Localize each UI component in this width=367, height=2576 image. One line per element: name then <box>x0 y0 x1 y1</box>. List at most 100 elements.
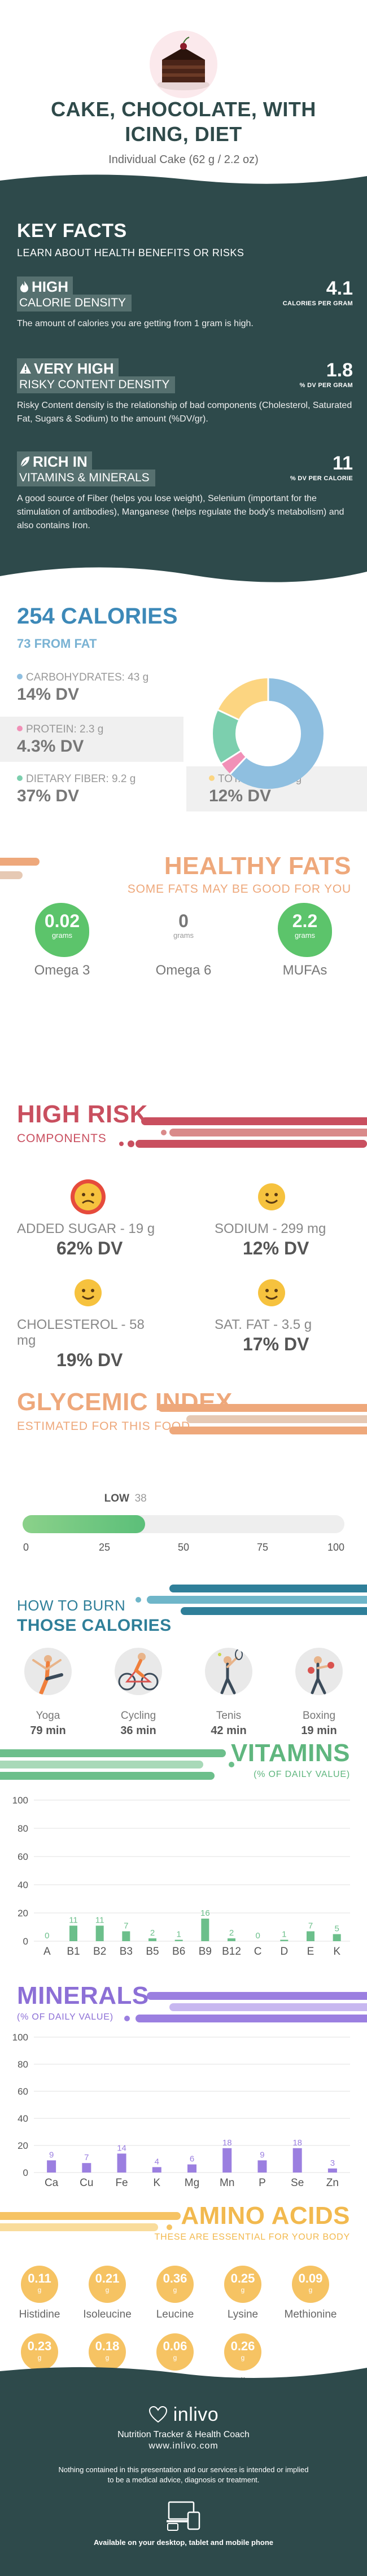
calories-title: 254 CALORIES <box>17 604 178 629</box>
glycemic-subtitle: ESTIMATED FOR THIS FOOD <box>17 1420 190 1433</box>
risk-label: CHOLESTEROL - 58 mg <box>17 1317 145 1348</box>
header: CAKE, CHOCOLATE, WITH ICING, DIET Indivi… <box>0 0 367 169</box>
bar-Se <box>292 2148 302 2173</box>
glycemic-bar-fill <box>23 1515 145 1533</box>
amino-acid-value: 0.18 <box>95 2339 120 2353</box>
amino-acid-value: 0.25 <box>230 2271 255 2285</box>
fiber-dot <box>17 775 23 781</box>
x-tick-label: B12 <box>222 1946 241 1958</box>
activity-name: Tenis <box>216 1710 242 1722</box>
x-tick-label: B6 <box>172 1946 185 1958</box>
risk-label: SAT. FAT - 3.5 g <box>215 1317 312 1332</box>
key-facts-title: KEY FACTS <box>17 220 127 242</box>
fire-icon <box>20 281 28 292</box>
amino-acid-value: 0.21 <box>95 2271 120 2285</box>
brand-logo[interactable]: inlivo <box>0 2404 367 2426</box>
activity-minutes: 79 min <box>30 1724 66 1737</box>
glycemic-level: LOW <box>104 1493 129 1504</box>
amino-acid-value: 0.09 <box>298 2271 323 2285</box>
donut-separator <box>221 750 241 764</box>
risk-dv: 62% DV <box>56 1238 123 1258</box>
donut-slice-fiber <box>213 678 324 789</box>
y-tick-label: 0 <box>23 2167 28 2178</box>
brand-url[interactable]: www.inlivo.com <box>148 2441 219 2451</box>
high-risk-section: HIGH RISK COMPONENTS ADDED SUGAR - 19 g … <box>0 1100 367 1388</box>
vitamins-bar-chart: 0 20 40 60 80 100 0 A 11 B1 11 B2 7 B3 2 B5 1 B6 16 B9 2 B12 0… <box>12 1795 350 1958</box>
bar-value-label: 5 <box>334 1924 339 1934</box>
decorative-pills <box>124 1992 367 2022</box>
bar-value-label: 9 <box>49 2150 54 2160</box>
key-facts-section: KEY FACTS LEARN ABOUT HEALTH BENEFITS OR… <box>0 174 367 593</box>
amino-acid-name: Isoleucine <box>83 2309 132 2320</box>
fat-omega-3: 0.02 grams Omega 3 <box>25 903 99 978</box>
bar-Mg <box>187 2164 196 2173</box>
activity-boxing: Boxing 19 min <box>282 1648 356 1737</box>
amino-acid-value: 0.06 <box>163 2339 187 2353</box>
risk-label: ADDED SUGAR - 19 g <box>17 1221 155 1236</box>
bar-value-label: 16 <box>200 1908 210 1918</box>
bar-Fe <box>117 2153 126 2173</box>
wave-divider <box>0 567 367 593</box>
fact-description: The amount of calories you are getting f… <box>17 319 254 328</box>
y-tick-label: 0 <box>23 1936 28 1947</box>
amino-acids-title: AMINO ACIDS <box>181 2202 350 2230</box>
bar-value-label: 11 <box>69 1916 78 1925</box>
nutrient-label: DIETARY FIBER: 9.2 g <box>26 773 136 785</box>
tennis-icon <box>205 1648 252 1695</box>
x-tick-label: P <box>259 2177 266 2189</box>
x-tick-label: B9 <box>199 1946 212 1958</box>
bar-B5 <box>148 1938 156 1941</box>
amino-acid-name: Leucine <box>156 2309 194 2320</box>
x-tick-label: Zn <box>326 2177 339 2189</box>
fat-mufas: 2.2 grams MUFAs <box>268 903 342 978</box>
page-title: CAKE, CHOCOLATE, WITH ICING, DIET <box>0 97 367 147</box>
bar-Mn <box>222 2148 232 2173</box>
donut-separator <box>229 757 247 775</box>
fact-calorie-density: HIGH CALORIE DENSITY 4.1 CALORIES PER GR… <box>17 277 353 331</box>
bar-value-label: 11 <box>95 1916 104 1925</box>
healthy-fats-subtitle: SOME FATS MAY BE GOOD FOR YOU <box>127 883 351 896</box>
bar-value-label: 18 <box>222 2138 232 2148</box>
fact-label: RICH IN <box>17 451 92 471</box>
risk-sat-fat: SAT. FAT - 3.5 g 17% DV <box>215 1275 361 1355</box>
glycemic-tick: 50 <box>177 1542 190 1553</box>
y-tick-label: 80 <box>18 2059 28 2070</box>
amino-acid-name: Histidine <box>19 2309 60 2320</box>
decorative-pills <box>0 2212 181 2231</box>
bar-B12 <box>228 1938 235 1941</box>
mufas-blob: 2.2 grams <box>278 903 332 957</box>
fact-value: 11 <box>333 453 353 474</box>
happy-face-icon <box>254 1179 289 1214</box>
bar-Ca <box>47 2160 56 2173</box>
fact-unit: % DV PER CALORIE <box>290 475 353 482</box>
fact-description: A good source of Fiber (helps you lose w… <box>17 494 344 530</box>
amino-acid-blob: 0.36 g <box>156 2266 194 2303</box>
activity-cycling: Cycling 36 min <box>102 1648 175 1737</box>
decorative-pills <box>136 1585 367 1615</box>
amino-acid-item: 0.36 g Leucine <box>144 2266 206 2321</box>
y-tick-label: 20 <box>18 1908 28 1919</box>
fat-dot <box>209 775 215 781</box>
burn-title-2: THOSE CALORIES <box>17 1616 172 1635</box>
bar-B3 <box>122 1931 130 1941</box>
amino-acid-unit: g <box>105 2354 110 2362</box>
availability-text: Available on your desktop, tablet and mo… <box>93 2538 274 2547</box>
fact-unit: % DV PER GRAM <box>299 382 353 389</box>
fact-risky-density: VERY HIGH RISKY CONTENT DENSITY 1.8 % DV… <box>17 358 353 426</box>
y-tick-label: 60 <box>18 2086 28 2097</box>
burn-calories-section: HOW TO BURN THOSE CALORIES Yoga 79 min C… <box>0 1574 367 1738</box>
bar-B9 <box>201 1919 209 1941</box>
x-tick-label: C <box>254 1946 262 1958</box>
bar-P <box>257 2160 267 2173</box>
title-line-2: ICING, DIET <box>125 122 242 146</box>
amino-acid-unit: g <box>241 2354 245 2362</box>
fat-name: Omega 3 <box>34 963 90 978</box>
y-tick-label: 80 <box>18 1823 28 1834</box>
fact-sublabel: CALORIE DENSITY <box>17 295 132 311</box>
brand-tagline: Nutrition Tracker & Health Coach <box>117 2430 250 2439</box>
nutrient-dv: 4.3% DV <box>17 737 84 756</box>
x-tick-label: D <box>280 1946 288 1958</box>
amino-acids-section: AMINO ACIDS THESE ARE ESSENTIAL FOR YOUR… <box>0 2202 367 2388</box>
warning-icon <box>20 363 31 374</box>
carbohydrates-dot <box>17 674 23 679</box>
